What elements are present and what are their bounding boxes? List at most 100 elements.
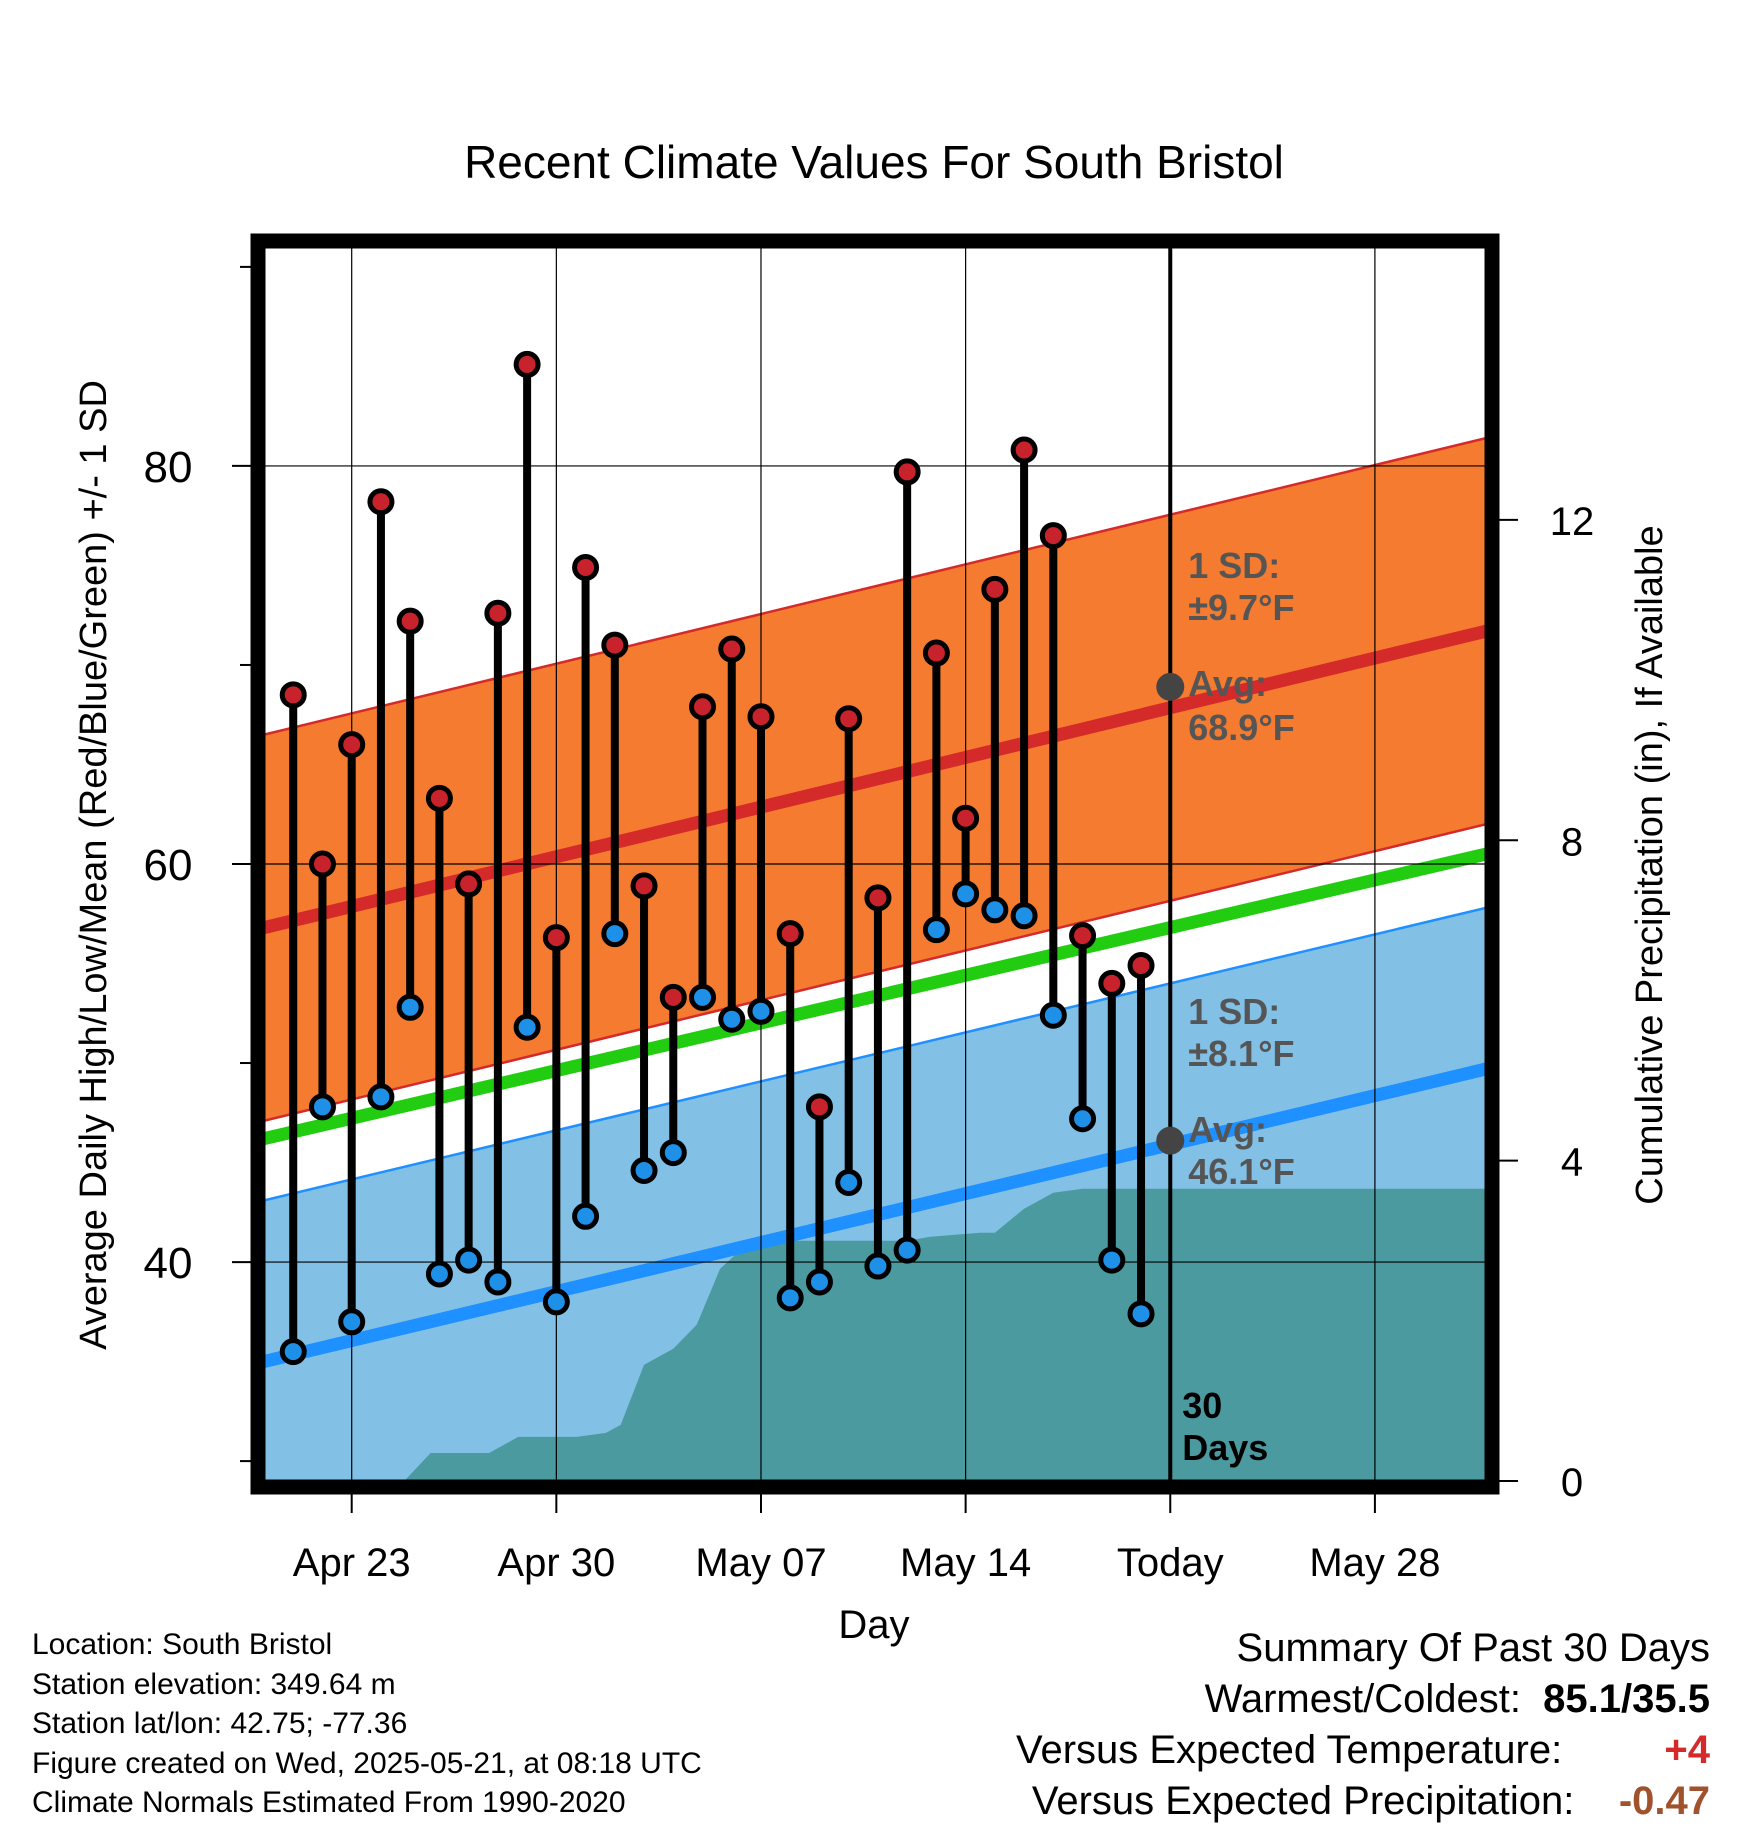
daily-low-point bbox=[484, 1268, 512, 1296]
daily-low-point bbox=[572, 1202, 600, 1230]
x-tick-label: Today bbox=[1117, 1541, 1224, 1585]
daily-low-point bbox=[1010, 902, 1038, 930]
precip-label: Versus Expected Precipitation: bbox=[1031, 1779, 1575, 1823]
daily-low-point bbox=[776, 1284, 804, 1312]
daily-high-point bbox=[338, 731, 366, 759]
y-left-tick-label: 60 bbox=[144, 841, 193, 890]
daily-high-point bbox=[513, 350, 541, 378]
summary-precip-row: Versus Expected Precipitation: -0.47 bbox=[1016, 1776, 1710, 1827]
today-low-avg-marker bbox=[1156, 1126, 1185, 1155]
daily-high-point bbox=[659, 983, 687, 1011]
daily-low-point bbox=[425, 1260, 453, 1288]
daily-low-point bbox=[308, 1093, 336, 1121]
daily-low-point bbox=[835, 1168, 863, 1196]
x-tick-label: Apr 30 bbox=[497, 1541, 615, 1585]
daily-high-point bbox=[805, 1093, 833, 1121]
daily-high-point bbox=[279, 681, 307, 709]
daily-high-point bbox=[689, 693, 717, 721]
low-sd-value: ±8.1°F bbox=[1188, 1033, 1294, 1074]
daily-high-point bbox=[367, 488, 395, 516]
created-text: Figure created on Wed, 2025-05-21, at 08… bbox=[32, 1746, 702, 1780]
x-tick-label: Apr 23 bbox=[293, 1541, 411, 1585]
daily-high-point bbox=[1010, 436, 1038, 464]
daily-high-point bbox=[425, 784, 453, 812]
high-avg-value: 68.9°F bbox=[1188, 707, 1294, 748]
x-tick-label: May 07 bbox=[695, 1541, 826, 1585]
daily-high-point bbox=[1069, 922, 1097, 950]
daily-high-point bbox=[776, 920, 804, 948]
temp-value: +4 bbox=[1664, 1728, 1710, 1772]
elevation-text: Station elevation: 349.64 m bbox=[32, 1667, 396, 1701]
summary-temp-row: Versus Expected Temperature: +4 bbox=[1016, 1725, 1710, 1776]
daily-low-point bbox=[396, 993, 424, 1021]
low-sd-label: 1 SD: bbox=[1188, 991, 1280, 1032]
today-days-word: Days bbox=[1182, 1427, 1268, 1468]
daily-high-point bbox=[1127, 952, 1155, 980]
y-axis-left-label: Average Daily High/Low/Mean (Red/Blue/Gr… bbox=[73, 380, 115, 1350]
warm-cold-label: Warmest/Coldest: bbox=[1204, 1677, 1521, 1721]
daily-high-point bbox=[396, 607, 424, 635]
daily-high-point bbox=[572, 553, 600, 581]
precip-value: -0.47 bbox=[1618, 1779, 1710, 1823]
daily-high-point bbox=[542, 924, 570, 952]
y-left-tick-label: 80 bbox=[144, 443, 193, 492]
daily-low-point bbox=[513, 1013, 541, 1041]
daily-low-point bbox=[864, 1252, 892, 1280]
daily-high-point bbox=[601, 631, 629, 659]
high-sd-value: ±9.7°F bbox=[1188, 587, 1294, 628]
daily-high-point bbox=[747, 703, 775, 731]
daily-low-point bbox=[659, 1139, 687, 1167]
x-tick-label: May 28 bbox=[1309, 1541, 1440, 1585]
daily-low-point bbox=[1127, 1300, 1155, 1328]
summary-warm-cold-row: Warmest/Coldest: 85.1/35.5 bbox=[1016, 1674, 1710, 1725]
daily-high-point bbox=[455, 870, 483, 898]
location-text: Location: South Bristol bbox=[32, 1628, 333, 1661]
daily-low-point bbox=[981, 896, 1009, 924]
low-avg-label: Avg: bbox=[1188, 1109, 1267, 1150]
daily-low-point bbox=[689, 983, 717, 1011]
daily-low-point bbox=[805, 1268, 833, 1296]
normals-text: Climate Normals Estimated From 1990-2020 bbox=[32, 1786, 626, 1819]
daily-high-point bbox=[1098, 969, 1126, 997]
daily-high-point bbox=[893, 458, 921, 486]
daily-low-point bbox=[893, 1236, 921, 1264]
daily-low-point bbox=[1039, 1001, 1067, 1029]
daily-high-point bbox=[1039, 522, 1067, 550]
daily-low-point bbox=[922, 916, 950, 944]
daily-high-point bbox=[308, 850, 336, 878]
daily-high-point bbox=[484, 599, 512, 627]
daily-high-point bbox=[952, 804, 980, 832]
latlon-text: Station lat/lon: 42.75; -77.36 bbox=[32, 1707, 408, 1740]
daily-low-point bbox=[747, 997, 775, 1025]
high-sd-label: 1 SD: bbox=[1188, 545, 1280, 586]
daily-low-point bbox=[718, 1005, 746, 1033]
x-tick-label: May 14 bbox=[900, 1541, 1031, 1585]
summary-title: Summary Of Past 30 Days bbox=[1236, 1626, 1710, 1670]
plot-area bbox=[264, 247, 1486, 1481]
daily-high-point bbox=[864, 884, 892, 912]
daily-low-point bbox=[338, 1308, 366, 1336]
temp-label: Versus Expected Temperature: bbox=[1015, 1728, 1563, 1772]
y-axis-right-label: Cumulative Precipitation (in), If Availa… bbox=[1629, 525, 1671, 1204]
daily-low-point bbox=[1098, 1246, 1126, 1274]
daily-low-point bbox=[630, 1157, 658, 1185]
daily-high-point bbox=[718, 635, 746, 663]
low-avg-value: 46.1°F bbox=[1188, 1151, 1294, 1192]
daily-high-point bbox=[630, 872, 658, 900]
daily-low-point bbox=[1069, 1105, 1097, 1133]
plot-frame bbox=[250, 233, 1500, 1495]
y-right-tick-label: 12 bbox=[1550, 500, 1595, 544]
y-right-tick-label: 8 bbox=[1561, 820, 1583, 864]
high-band-upper-edge bbox=[264, 436, 1486, 736]
today-days-number: 30 bbox=[1182, 1385, 1222, 1426]
today-high-avg-marker bbox=[1156, 672, 1185, 701]
y-right-tick-label: 0 bbox=[1561, 1461, 1583, 1505]
daily-low-point bbox=[367, 1083, 395, 1111]
daily-high-point bbox=[835, 705, 863, 733]
warm-cold-value: 85.1/35.5 bbox=[1543, 1677, 1710, 1721]
daily-low-point bbox=[601, 920, 629, 948]
daily-low-point bbox=[455, 1246, 483, 1274]
summary-panel: Summary Of Past 30 Days Warmest/Coldest:… bbox=[1016, 1623, 1710, 1827]
x-axis-label: Day bbox=[838, 1603, 909, 1647]
